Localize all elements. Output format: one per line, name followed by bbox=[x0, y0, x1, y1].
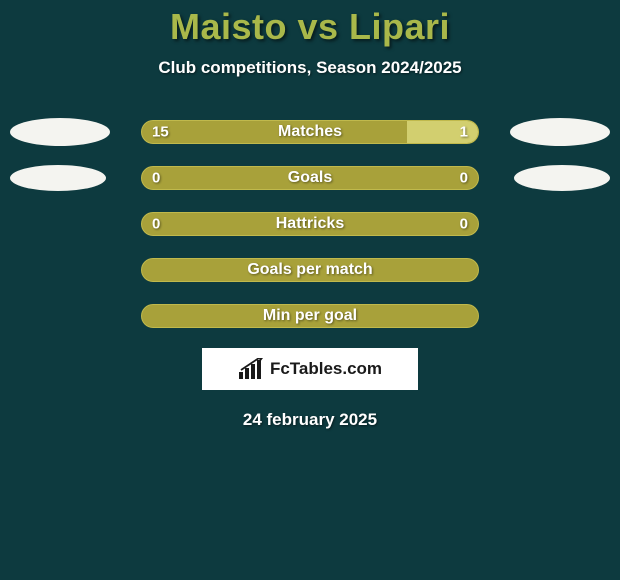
stat-label: Hattricks bbox=[276, 215, 344, 233]
stat-label: Matches bbox=[278, 123, 342, 141]
stat-right-value: 0 bbox=[460, 216, 468, 233]
player-right-oval bbox=[514, 165, 610, 191]
stat-right-value: 0 bbox=[460, 170, 468, 187]
stat-label: Goals bbox=[288, 169, 332, 187]
brand-text: FcTables.com bbox=[270, 359, 382, 379]
stat-row: Hattricks 0 0 bbox=[0, 212, 620, 236]
stat-label: Min per goal bbox=[263, 307, 357, 325]
stat-left-value: 15 bbox=[152, 124, 169, 141]
page-title: Maisto vs Lipari bbox=[170, 6, 450, 48]
stat-row: Matches 15 1 bbox=[0, 120, 620, 144]
stat-bar: Matches 15 1 bbox=[141, 120, 479, 144]
stat-label: Goals per match bbox=[247, 261, 372, 279]
stat-right-value: 1 bbox=[460, 124, 468, 141]
stats-rows: Matches 15 1 Goals 0 0 Hattricks 0 0 Goals per ma… bbox=[0, 120, 620, 328]
stat-left-value: 0 bbox=[152, 216, 160, 233]
stat-left-value: 0 bbox=[152, 170, 160, 187]
player-left-oval bbox=[10, 118, 110, 146]
date-label: 24 february 2025 bbox=[243, 410, 377, 430]
player-left-oval bbox=[10, 165, 106, 191]
stat-row: Goals 0 0 bbox=[0, 166, 620, 190]
stat-row: Goals per match bbox=[0, 258, 620, 282]
stat-row: Min per goal bbox=[0, 304, 620, 328]
brand-footer: FcTables.com bbox=[202, 348, 418, 390]
comparison-card: Maisto vs Lipari Club competitions, Seas… bbox=[0, 0, 620, 580]
page-subtitle: Club competitions, Season 2024/2025 bbox=[158, 58, 461, 78]
player-right-oval bbox=[510, 118, 610, 146]
bar-chart-icon bbox=[238, 358, 264, 380]
stat-bar: Goals 0 0 bbox=[141, 166, 479, 190]
stat-bar: Goals per match bbox=[141, 258, 479, 282]
stat-bar: Min per goal bbox=[141, 304, 479, 328]
stat-bar: Hattricks 0 0 bbox=[141, 212, 479, 236]
